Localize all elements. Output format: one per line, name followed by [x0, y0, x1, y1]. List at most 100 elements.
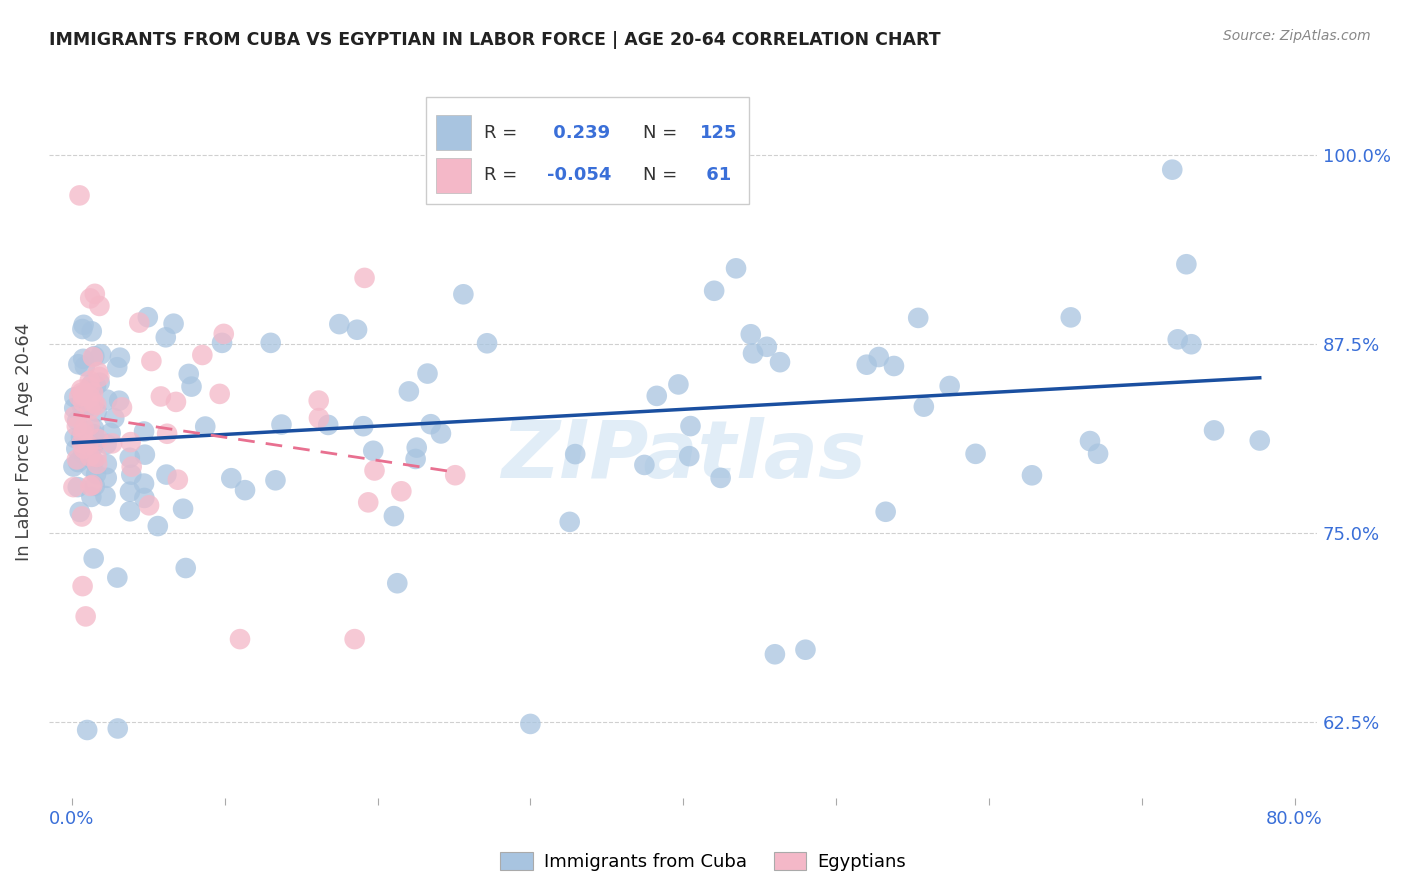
Point — [72, 394, 94, 409]
Point — [83, 349, 105, 363]
Point — [83, 551, 105, 566]
Point — [346, 323, 368, 337]
Point — [70, 398, 93, 412]
Point — [118, 450, 141, 465]
Text: -0.054: -0.054 — [547, 166, 612, 185]
Point — [165, 395, 187, 409]
Point — [382, 509, 405, 524]
Y-axis label: In Labor Force | Age 20-64: In Labor Force | Age 20-64 — [15, 323, 32, 561]
Point — [76, 723, 98, 737]
Point — [855, 358, 877, 372]
Point — [763, 647, 786, 661]
Point — [328, 317, 350, 331]
Point — [308, 393, 330, 408]
Point — [75, 609, 97, 624]
Point — [174, 561, 197, 575]
Point — [883, 359, 905, 373]
Point — [62, 480, 84, 494]
Point — [769, 355, 792, 369]
Point — [89, 376, 111, 390]
Point — [965, 447, 987, 461]
Point — [72, 426, 94, 441]
Point — [73, 359, 96, 374]
Point — [132, 425, 155, 439]
Point — [363, 463, 385, 477]
Point — [89, 299, 111, 313]
Point — [66, 414, 89, 428]
Point — [79, 479, 101, 493]
Text: 125: 125 — [700, 124, 737, 142]
Point — [82, 440, 104, 454]
Point — [94, 489, 117, 503]
Point — [108, 393, 131, 408]
Point — [352, 419, 374, 434]
Point — [70, 509, 93, 524]
Point — [221, 471, 243, 485]
Point — [564, 447, 586, 461]
Point — [138, 499, 160, 513]
Point — [72, 579, 94, 593]
Point — [79, 418, 101, 433]
Point — [83, 427, 105, 442]
Point — [82, 350, 104, 364]
Point — [678, 449, 700, 463]
Point — [72, 447, 94, 461]
Text: IMMIGRANTS FROM CUBA VS EGYPTIAN IN LABOR FORCE | AGE 20-64 CORRELATION CHART: IMMIGRANTS FROM CUBA VS EGYPTIAN IN LABO… — [49, 31, 941, 49]
Point — [80, 490, 103, 504]
Point — [86, 404, 108, 418]
Point — [72, 389, 94, 403]
Point — [105, 570, 128, 584]
Point — [89, 370, 111, 384]
Text: N =: N = — [643, 124, 683, 142]
Point — [875, 505, 897, 519]
Point — [270, 417, 292, 432]
Point — [101, 436, 124, 450]
Point — [136, 310, 159, 325]
Point — [430, 426, 453, 441]
Point — [444, 468, 467, 483]
Point — [79, 390, 101, 404]
Point — [82, 385, 104, 400]
Point — [264, 473, 287, 487]
Point — [84, 467, 107, 482]
Point — [77, 438, 100, 452]
Point — [742, 346, 765, 360]
Point — [83, 421, 105, 435]
Point — [121, 459, 143, 474]
Point — [83, 286, 105, 301]
Point — [87, 365, 110, 379]
Point — [72, 318, 94, 332]
Point — [1180, 337, 1202, 351]
Point — [755, 340, 778, 354]
Point — [70, 386, 93, 401]
Point — [132, 476, 155, 491]
Point — [72, 387, 94, 401]
Point — [66, 455, 89, 469]
Point — [172, 501, 194, 516]
FancyBboxPatch shape — [426, 97, 749, 203]
Point — [96, 437, 118, 451]
Point — [208, 387, 231, 401]
Point — [107, 722, 129, 736]
Point — [166, 473, 188, 487]
Point — [260, 335, 283, 350]
Point — [83, 454, 105, 468]
Point — [86, 457, 108, 471]
Point — [1175, 257, 1198, 271]
Point — [938, 379, 960, 393]
Point — [120, 435, 142, 450]
Point — [162, 317, 184, 331]
Point — [111, 401, 134, 415]
Point — [725, 261, 748, 276]
Point — [316, 417, 339, 432]
Point — [100, 425, 122, 440]
Point — [177, 367, 200, 381]
Point — [229, 632, 252, 647]
Point — [87, 432, 110, 446]
Point — [79, 450, 101, 464]
Point — [387, 576, 409, 591]
Point — [67, 357, 90, 371]
Point — [1249, 434, 1271, 448]
Point — [79, 460, 101, 475]
Point — [83, 434, 105, 449]
